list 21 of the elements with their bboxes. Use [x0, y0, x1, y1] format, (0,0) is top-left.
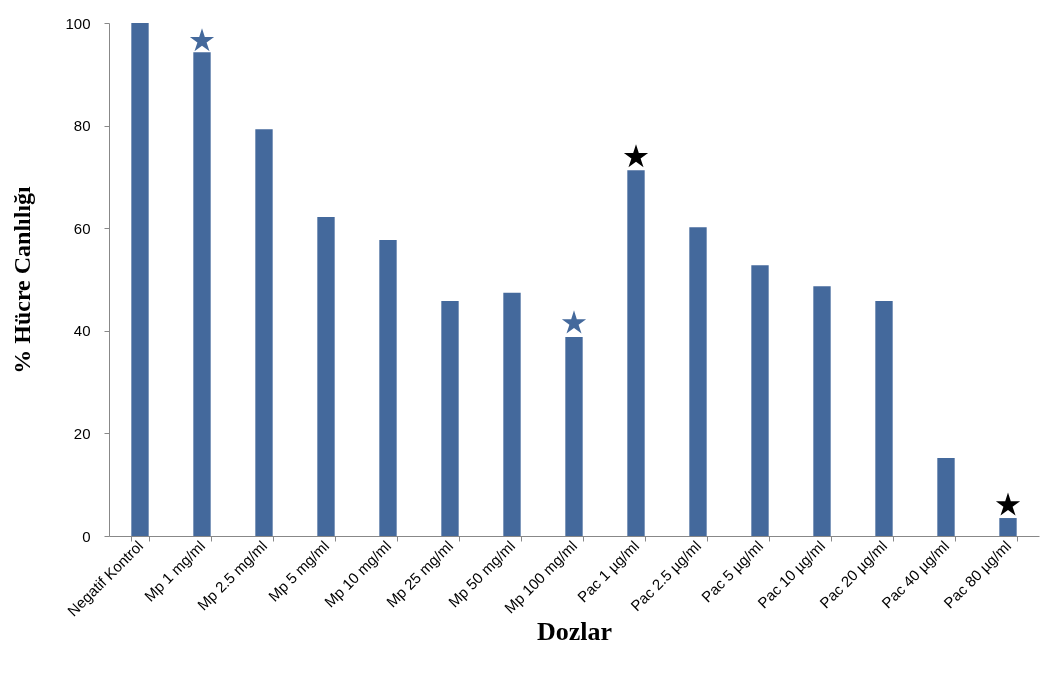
- bar: [317, 216, 335, 536]
- bar: [689, 227, 707, 536]
- bar: [751, 265, 769, 536]
- bar: [503, 292, 521, 536]
- y-tick-label: 100: [65, 14, 91, 32]
- x-axis-title: Dozlar: [536, 617, 613, 647]
- y-tick-label: 60: [73, 219, 91, 237]
- y-axis-title: % Hücre Canlılığı: [9, 185, 36, 374]
- bar: [999, 518, 1017, 536]
- bar: [441, 301, 459, 536]
- bar: [379, 240, 397, 536]
- bar: [255, 129, 273, 536]
- y-tick-label: 20: [73, 424, 91, 442]
- bar: [937, 458, 955, 536]
- bar: [627, 170, 645, 536]
- bar: [813, 286, 831, 536]
- bar: [131, 23, 149, 536]
- y-tick-label: 0: [82, 527, 91, 545]
- y-tick-label: 80: [73, 117, 91, 135]
- bar: [875, 301, 893, 536]
- y-tick-label: 40: [73, 322, 91, 340]
